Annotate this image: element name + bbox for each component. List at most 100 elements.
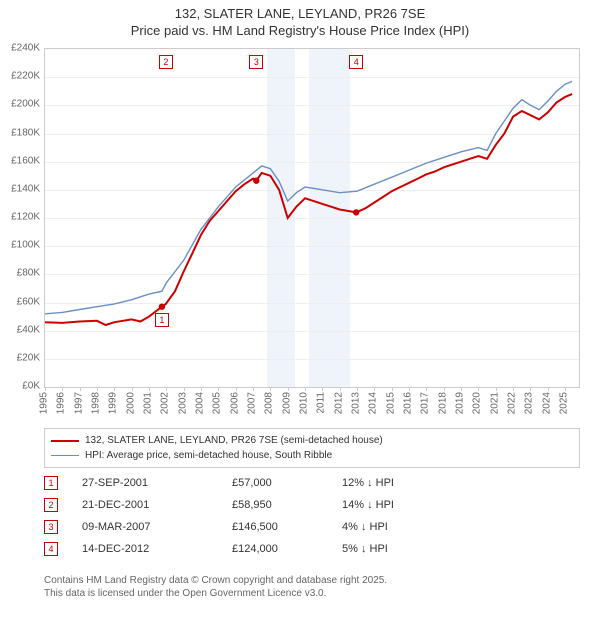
footer-line-2: This data is licensed under the Open Gov… — [44, 588, 326, 599]
cell-date: 14-DEC-2012 — [82, 543, 232, 555]
sale-marker: 2 — [159, 55, 173, 69]
x-axis-label: 2018 — [437, 392, 448, 414]
row-marker: 3 — [44, 520, 58, 534]
sales-table: 1 27-SEP-2001£57,00012% ↓ HPI 221-DEC-2001… — [44, 472, 580, 560]
y-axis-label: £180K — [0, 127, 40, 138]
sale-marker: 4 — [349, 55, 363, 69]
x-tick — [374, 387, 375, 391]
x-axis-label: 2003 — [177, 392, 188, 414]
cell-price: £124,000 — [232, 543, 342, 555]
row-marker: 2 — [44, 498, 58, 512]
x-axis-label: 2002 — [160, 392, 171, 414]
chart-title: 132, SLATER LANE, LEYLAND, PR26 7SE Pric… — [0, 0, 600, 40]
x-tick — [114, 387, 115, 391]
y-axis-label: £0K — [0, 381, 40, 392]
legend-swatch — [51, 455, 79, 456]
x-axis-label: 2000 — [125, 392, 136, 414]
x-tick — [478, 387, 479, 391]
x-tick — [444, 387, 445, 391]
sale-dot — [353, 209, 359, 215]
chart-container: 132, SLATER LANE, LEYLAND, PR26 7SE Pric… — [0, 0, 600, 620]
y-axis-label: £160K — [0, 155, 40, 166]
x-axis-label: 2019 — [455, 392, 466, 414]
x-tick — [253, 387, 254, 391]
y-axis-label: £40K — [0, 324, 40, 335]
legend-swatch — [51, 440, 79, 442]
y-axis-label: £100K — [0, 240, 40, 251]
legend: 132, SLATER LANE, LEYLAND, PR26 7SE (sem… — [44, 428, 580, 468]
cell-date: 27-SEP-2001 — [82, 477, 232, 489]
cell-delta: 12% ↓ HPI — [342, 477, 580, 489]
x-axis-label: 2024 — [541, 392, 552, 414]
x-tick — [461, 387, 462, 391]
x-tick — [288, 387, 289, 391]
x-tick — [184, 387, 185, 391]
sale-marker: 1 — [155, 313, 169, 327]
x-axis-label: 2008 — [264, 392, 275, 414]
legend-item: HPI: Average price, semi-detached house,… — [51, 448, 573, 463]
x-axis-label: 1999 — [108, 392, 119, 414]
x-tick — [45, 387, 46, 391]
title-line-2: Price paid vs. HM Land Registry's House … — [131, 23, 469, 38]
x-axis-label: 2025 — [559, 392, 570, 414]
cell-delta: 14% ↓ HPI — [342, 499, 580, 511]
row-marker: 1 — [44, 476, 58, 490]
x-axis-label: 1997 — [73, 392, 84, 414]
x-axis-label: 2007 — [247, 392, 258, 414]
x-tick — [548, 387, 549, 391]
x-axis-label: 2014 — [368, 392, 379, 414]
y-axis-label: £240K — [0, 43, 40, 54]
x-axis-label: 2017 — [420, 392, 431, 414]
cell-date: 09-MAR-2007 — [82, 521, 232, 533]
row-marker: 4 — [44, 542, 58, 556]
x-axis-label: 2005 — [212, 392, 223, 414]
x-tick — [409, 387, 410, 391]
table-row: 221-DEC-2001£58,95014% ↓ HPI — [44, 494, 580, 516]
footer-attribution: Contains HM Land Registry data © Crown c… — [44, 574, 580, 600]
x-tick — [97, 387, 98, 391]
table-row: 414-DEC-2012£124,0005% ↓ HPI — [44, 538, 580, 560]
x-axis-label: 2013 — [351, 392, 362, 414]
x-axis-label: 2022 — [507, 392, 518, 414]
series-price_paid — [45, 94, 572, 325]
sale-dot — [159, 304, 165, 310]
y-axis-label: £200K — [0, 99, 40, 110]
x-axis-label: 2021 — [489, 392, 500, 414]
table-row: 3 09-MAR-2007£146,5004% ↓ HPI — [44, 516, 580, 538]
x-tick — [270, 387, 271, 391]
y-axis-label: £80K — [0, 268, 40, 279]
x-axis-label: 2011 — [316, 392, 327, 414]
y-axis-label: £20K — [0, 352, 40, 363]
x-tick — [218, 387, 219, 391]
x-tick — [236, 387, 237, 391]
x-axis-label: 2012 — [333, 392, 344, 414]
x-axis-label: 2004 — [195, 392, 206, 414]
x-axis-label: 2016 — [403, 392, 414, 414]
x-axis-label: 2001 — [143, 392, 154, 414]
x-tick — [565, 387, 566, 391]
x-axis-label: 2009 — [281, 392, 292, 414]
legend-label: HPI: Average price, semi-detached house,… — [85, 448, 332, 463]
x-tick — [80, 387, 81, 391]
x-axis-label: 2020 — [472, 392, 483, 414]
title-line-1: 132, SLATER LANE, LEYLAND, PR26 7SE — [175, 6, 426, 21]
x-axis-label: 2015 — [385, 392, 396, 414]
legend-label: 132, SLATER LANE, LEYLAND, PR26 7SE (sem… — [85, 433, 383, 448]
table-row: 1 27-SEP-2001£57,00012% ↓ HPI — [44, 472, 580, 494]
x-tick — [62, 387, 63, 391]
cell-price: £146,500 — [232, 521, 342, 533]
x-axis-label: 1995 — [39, 392, 50, 414]
plot-area: 1234 — [44, 48, 580, 388]
x-tick — [149, 387, 150, 391]
x-tick — [340, 387, 341, 391]
cell-price: £58,950 — [232, 499, 342, 511]
x-tick — [513, 387, 514, 391]
x-axis-label: 2010 — [299, 392, 310, 414]
x-tick — [530, 387, 531, 391]
legend-item: 132, SLATER LANE, LEYLAND, PR26 7SE (sem… — [51, 433, 573, 448]
cell-price: £57,000 — [232, 477, 342, 489]
x-tick — [166, 387, 167, 391]
cell-delta: 4% ↓ HPI — [342, 521, 580, 533]
footer-line-1: Contains HM Land Registry data © Crown c… — [44, 575, 387, 586]
line-plot — [45, 49, 579, 387]
